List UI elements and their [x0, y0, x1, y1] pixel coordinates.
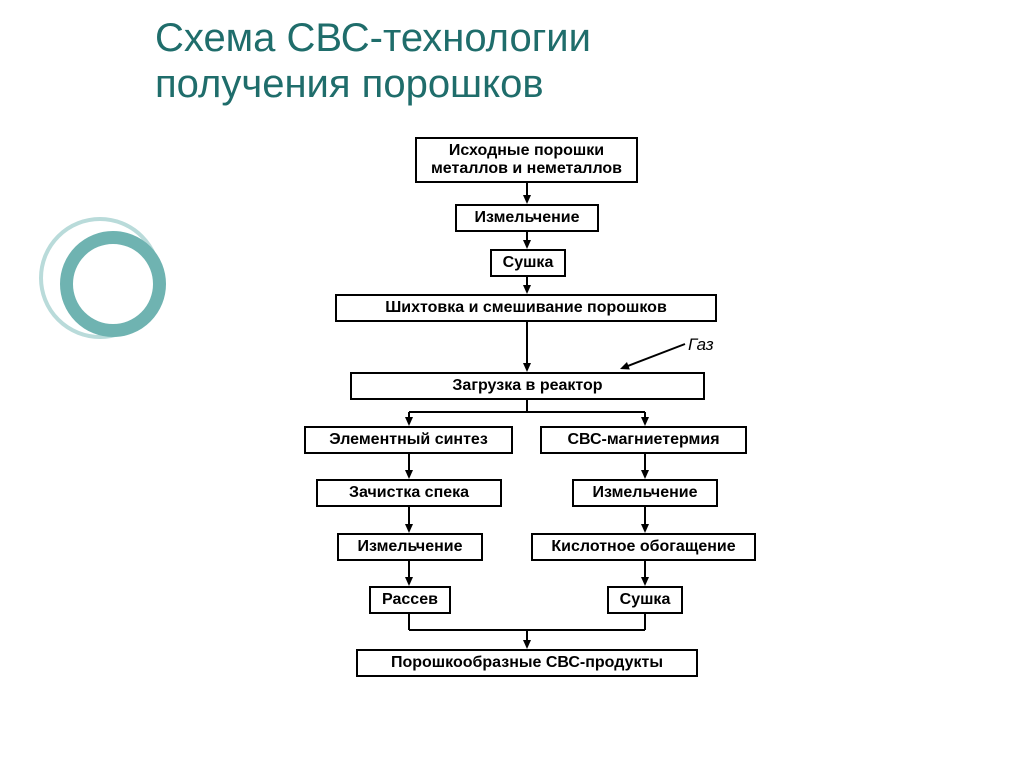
node-shs-magnesio: СВС-магниетермия	[540, 426, 747, 454]
node-source-powders: Исходные порошки металлов и неметаллов	[415, 137, 638, 183]
node-charging-mixing: Шихтовка и смешивание порошков	[335, 294, 717, 322]
node-sieving: Рассев	[369, 586, 451, 614]
node-acid-enrich: Кислотное обогащение	[531, 533, 756, 561]
node-elemental-synth: Элементный синтез	[304, 426, 513, 454]
node-drying-r: Сушка	[607, 586, 683, 614]
node-milling-1: Измельчение	[455, 204, 599, 232]
slide-title-line2: получения порошков	[155, 62, 544, 107]
node-shs-products: Порошкообразные СВС-продукты	[356, 649, 698, 677]
slide-title-line1: Схема СВС-технологии	[155, 16, 591, 61]
node-drying-1: Сушка	[490, 249, 566, 277]
node-cake-cleaning: Зачистка спека	[316, 479, 502, 507]
node-milling-l: Измельчение	[337, 533, 483, 561]
bullet-ring-inner	[60, 231, 166, 337]
node-milling-r: Измельчение	[572, 479, 718, 507]
gas-label: Газ	[688, 335, 714, 355]
node-reactor-load: Загрузка в реактор	[350, 372, 705, 400]
